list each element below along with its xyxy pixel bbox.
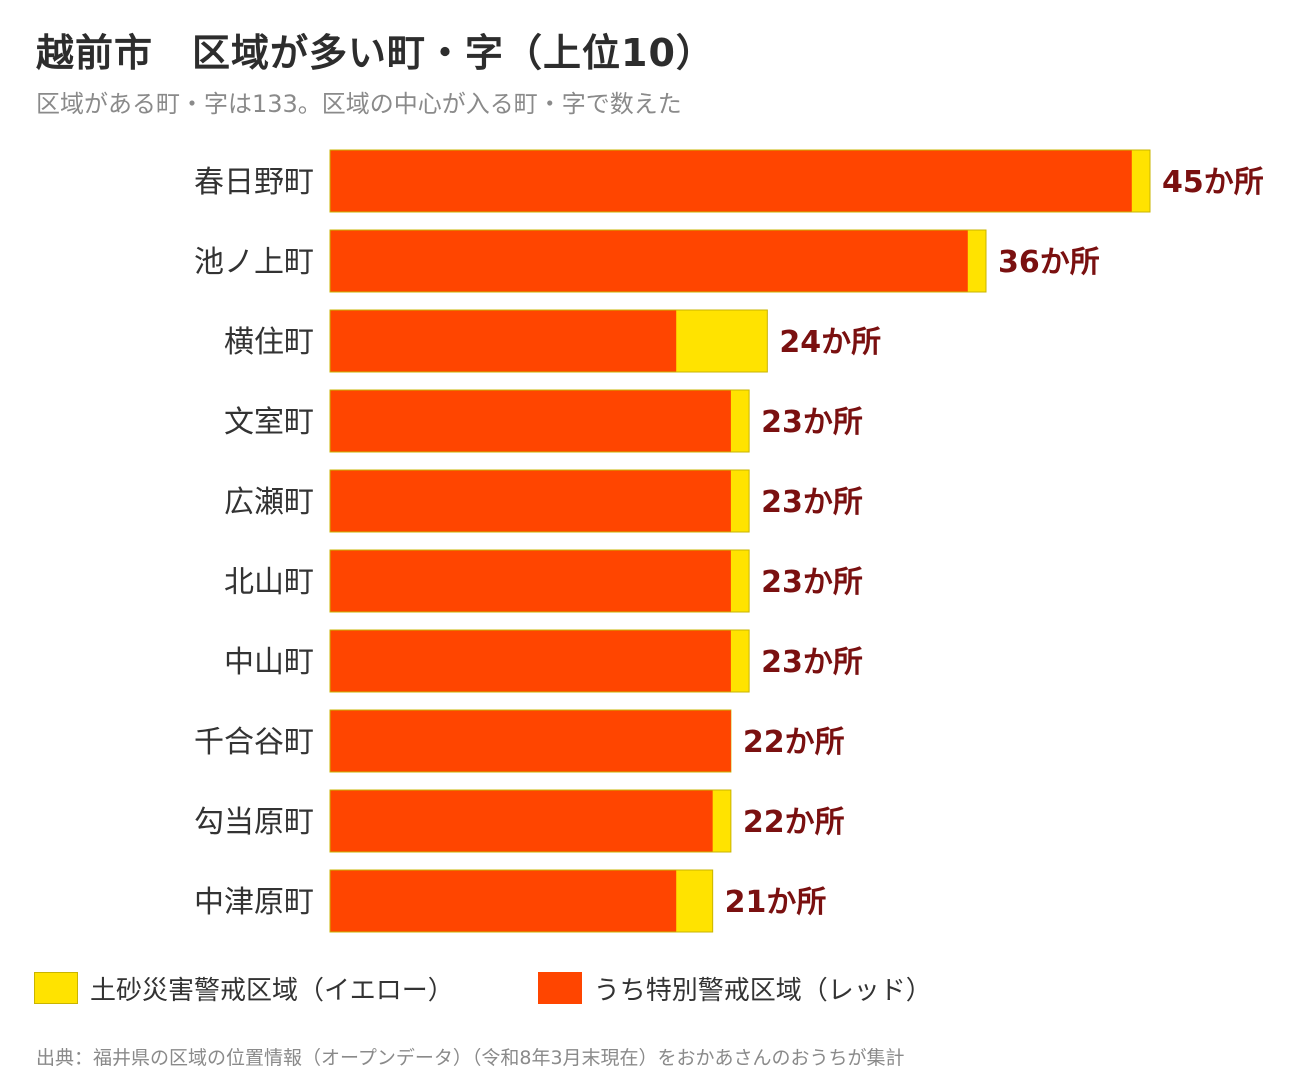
value-label-7: 23か所 <box>761 645 863 680</box>
category-label-7: 中山町 <box>224 645 314 680</box>
legend-label-yellow: 土砂災害警戒区域（イエロー） <box>90 975 454 1006</box>
category-label-2: 池ノ上町 <box>194 245 314 280</box>
bar-red-1 <box>330 150 1132 212</box>
category-label-5: 広瀬町 <box>224 485 314 520</box>
value-label-9: 22か所 <box>743 805 845 840</box>
bar-red-8 <box>330 710 731 772</box>
legend-label-red: うち特別警戒区域（レッド） <box>593 975 932 1006</box>
legend-swatch-yellow <box>34 972 78 1004</box>
bar-red-6 <box>330 550 731 612</box>
category-label-10: 中津原町 <box>194 885 314 920</box>
category-label-3: 横住町 <box>224 325 314 360</box>
legend: 土砂災害警戒区域（イエロー） うち特別警戒区域（レッド） <box>34 968 1016 1008</box>
chart-title: 越前市 区域が多い町・字（上位10） <box>36 31 715 75</box>
value-label-3: 24か所 <box>779 325 881 360</box>
bar-red-2 <box>330 230 968 292</box>
bar-red-5 <box>330 470 731 532</box>
value-label-2: 36か所 <box>998 245 1100 280</box>
value-label-4: 23か所 <box>761 405 863 440</box>
category-label-6: 北山町 <box>224 565 314 600</box>
value-label-6: 23か所 <box>761 565 863 600</box>
legend-item-yellow: 土砂災害警戒区域（イエロー） <box>34 970 454 1007</box>
bar-red-7 <box>330 630 731 692</box>
bar-red-9 <box>330 790 713 852</box>
value-label-5: 23か所 <box>761 485 863 520</box>
category-label-4: 文室町 <box>224 405 314 440</box>
legend-item-red: うち特別警戒区域（レッド） <box>537 970 932 1007</box>
chart-subtitle: 区域がある町・字は133。区域の中心が入る町・字で数えた <box>36 90 682 118</box>
source-note: 出典：福井県の区域の位置情報（オープンデータ）（令和8年3月末現在）をおかあさん… <box>36 1047 905 1069</box>
category-label-1: 春日野町 <box>194 165 314 200</box>
bar-red-10 <box>330 870 677 932</box>
value-label-10: 21か所 <box>725 885 827 920</box>
category-label-8: 千合谷町 <box>194 725 314 760</box>
value-label-1: 45か所 <box>1162 165 1264 200</box>
legend-swatch-red <box>537 972 582 1004</box>
value-label-8: 22か所 <box>743 725 845 760</box>
category-label-9: 勾当原町 <box>194 805 314 840</box>
bar-red-4 <box>330 390 731 452</box>
bar-red-3 <box>330 310 677 372</box>
